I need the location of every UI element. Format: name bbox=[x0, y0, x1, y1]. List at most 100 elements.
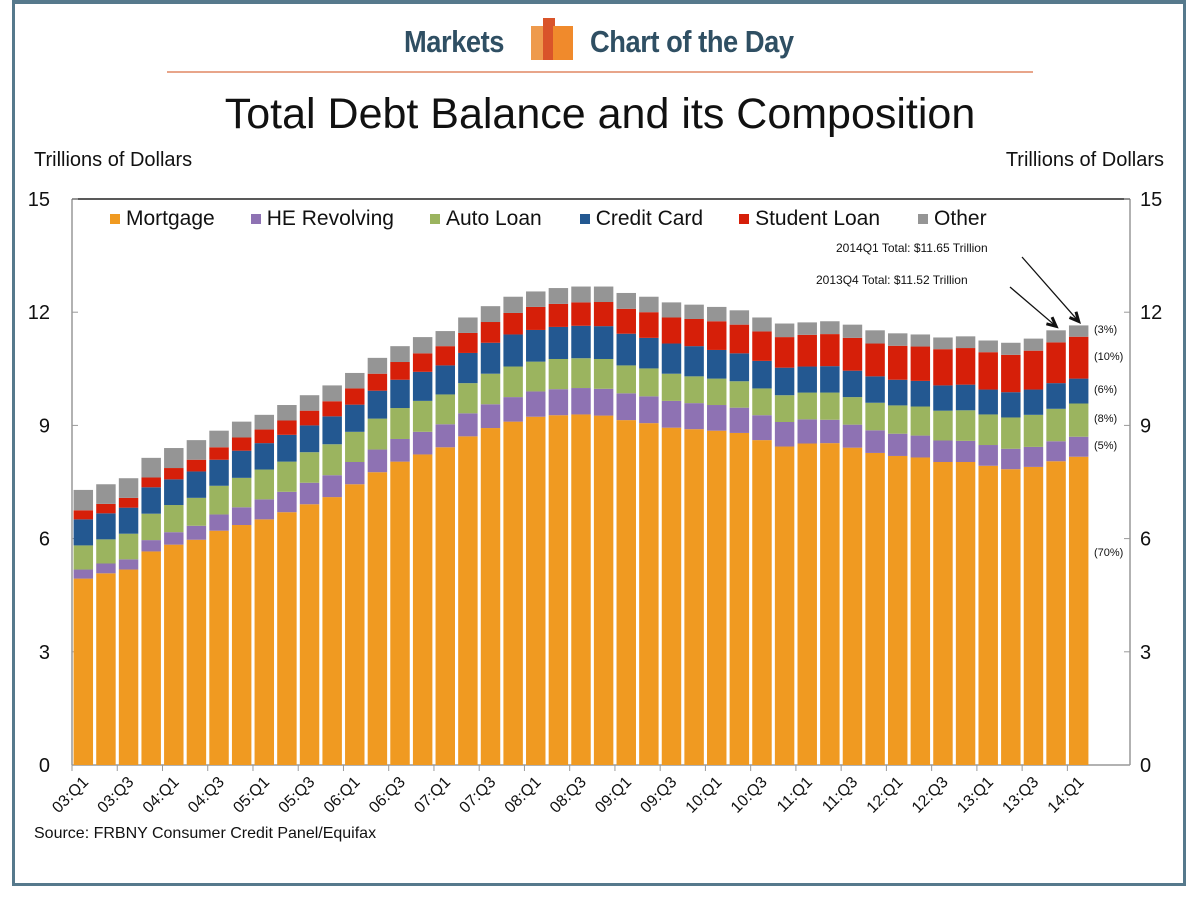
y-tick-label-right: 3 bbox=[1140, 642, 1151, 664]
bar-student-loan-04-q2 bbox=[186, 459, 207, 472]
bar-student-loan-07-q4 bbox=[503, 312, 523, 335]
bar-credit-card-05-q2 bbox=[277, 434, 297, 462]
bar-mortgage-10-q2 bbox=[729, 432, 750, 765]
y-tick-label-left: 6 bbox=[39, 529, 50, 551]
x-tick-label: 14:Q1 bbox=[1045, 774, 1088, 817]
bar-other-12-q4 bbox=[955, 336, 976, 349]
bar-credit-card-07-q4 bbox=[503, 334, 523, 367]
bar-he-revolving-12-q4 bbox=[955, 440, 976, 462]
bar-other-13-q3 bbox=[1023, 338, 1044, 351]
bar-he-revolving-12-q3 bbox=[933, 440, 953, 462]
legend-item-credit-card: Credit Card bbox=[579, 207, 703, 231]
x-tick-label: 09:Q3 bbox=[637, 774, 680, 817]
bar-other-05-q3 bbox=[299, 395, 320, 411]
bar-auto-loan-10-q3 bbox=[752, 388, 772, 416]
bar-auto-loan-12-q3 bbox=[933, 410, 953, 441]
legend-label: Auto Loan bbox=[445, 207, 542, 230]
bar-he-revolving-08-q4 bbox=[593, 388, 614, 416]
y-tick-label-left: 9 bbox=[39, 415, 50, 437]
bar-credit-card-04-q1 bbox=[164, 479, 184, 506]
bar-other-09-q1 bbox=[616, 292, 636, 309]
bar-credit-card-08-q1 bbox=[526, 329, 546, 362]
bar-other-08-q4 bbox=[593, 286, 614, 303]
bar-mortgage-05-q2 bbox=[277, 512, 297, 765]
bar-auto-loan-11-q2 bbox=[820, 392, 840, 420]
bar-student-loan-13-q4 bbox=[1046, 342, 1066, 384]
header-divider bbox=[167, 71, 1033, 73]
bar-he-revolving-11-q4 bbox=[865, 430, 885, 453]
bar-other-03-q1 bbox=[73, 489, 94, 511]
y-tick-label-right: 15 bbox=[1140, 189, 1162, 211]
bar-other-08-q2 bbox=[548, 288, 569, 304]
bar-he-revolving-07-q2 bbox=[458, 413, 478, 437]
bar-mortgage-12-q3 bbox=[933, 462, 953, 765]
x-tick-label: 13:Q3 bbox=[999, 774, 1042, 817]
bar-credit-card-05-q1 bbox=[254, 443, 275, 470]
bar-auto-loan-04-q1 bbox=[164, 505, 184, 533]
bar-student-loan-08-q2 bbox=[548, 303, 569, 327]
bar-auto-loan-04-q2 bbox=[186, 497, 207, 526]
bar-he-revolving-12-q1 bbox=[887, 433, 908, 456]
bar-auto-loan-13-q1 bbox=[978, 414, 998, 446]
bar-credit-card-04-q2 bbox=[186, 471, 207, 498]
bar-he-revolving-09-q4 bbox=[684, 403, 704, 430]
bar-auto-loan-08-q4 bbox=[593, 358, 614, 389]
bar-credit-card-12-q2 bbox=[910, 380, 931, 407]
bar-auto-loan-07-q2 bbox=[458, 383, 478, 414]
composition-label-mortgage: (70%) bbox=[1094, 546, 1124, 559]
bar-auto-loan-12-q2 bbox=[910, 406, 931, 436]
bar-auto-loan-10-q4 bbox=[774, 395, 795, 422]
y-axis-label-right: Trillions of Dollars bbox=[1005, 149, 1164, 171]
bar-he-revolving-10-q2 bbox=[729, 407, 750, 433]
bar-student-loan-06-q2 bbox=[367, 373, 388, 391]
bar-he-revolving-11-q2 bbox=[820, 419, 840, 444]
bar-credit-card-10-q2 bbox=[729, 353, 750, 382]
bar-mortgage-12-q4 bbox=[955, 462, 976, 765]
y-tick-label-right: 12 bbox=[1140, 302, 1162, 324]
bar-he-revolving-03-q3 bbox=[118, 559, 139, 570]
x-tick-label: 11:Q3 bbox=[819, 774, 861, 816]
bar-mortgage-12-q1 bbox=[887, 455, 908, 765]
bar-auto-loan-09-q2 bbox=[639, 368, 659, 397]
bar-he-revolving-11-q1 bbox=[797, 419, 817, 444]
bar-credit-card-12-q4 bbox=[955, 384, 976, 411]
bar-he-revolving-10-q3 bbox=[752, 415, 772, 441]
bar-mortgage-04-q3 bbox=[209, 530, 229, 765]
x-tick-label: 05:Q1 bbox=[230, 774, 273, 817]
bar-other-07-q1 bbox=[435, 331, 455, 347]
bar-auto-loan-07-q4 bbox=[503, 366, 523, 398]
bar-he-revolving-13-q1 bbox=[978, 445, 998, 466]
bar-other-08-q3 bbox=[571, 286, 591, 303]
bar-auto-loan-09-q1 bbox=[616, 365, 636, 394]
bar-student-loan-08-q1 bbox=[526, 306, 546, 330]
x-tick-label: 08:Q1 bbox=[502, 774, 545, 817]
bar-auto-loan-05-q3 bbox=[299, 452, 320, 483]
bar-other-06-q2 bbox=[367, 357, 388, 374]
bar-he-revolving-05-q4 bbox=[322, 475, 342, 498]
bar-student-loan-09-q3 bbox=[661, 317, 682, 344]
bar-other-04-q3 bbox=[209, 430, 229, 448]
bar-mortgage-11-q3 bbox=[842, 447, 863, 765]
bar-other-05-q4 bbox=[322, 385, 342, 402]
bar-auto-loan-11-q1 bbox=[797, 392, 817, 420]
bar-student-loan-11-q2 bbox=[820, 334, 840, 367]
bar-other-10-q1 bbox=[707, 306, 727, 322]
legend-item-student-loan: Student Loan bbox=[739, 207, 880, 231]
bar-mortgage-08-q3 bbox=[571, 414, 591, 765]
bar-other-13-q4 bbox=[1046, 330, 1066, 343]
legend-swatch bbox=[918, 214, 929, 224]
bar-he-revolving-03-q1 bbox=[73, 569, 94, 579]
legend-item-other: Other bbox=[918, 207, 987, 231]
bar-student-loan-10-q2 bbox=[729, 324, 750, 354]
bar-he-revolving-10-q4 bbox=[774, 422, 795, 447]
bar-other-12-q1 bbox=[887, 333, 908, 346]
bar-credit-card-13-q1 bbox=[978, 389, 998, 415]
y-tick-label-left: 3 bbox=[39, 642, 50, 664]
bar-auto-loan-07-q3 bbox=[480, 373, 501, 405]
bar-student-loan-13-q2 bbox=[1001, 354, 1021, 393]
bar-student-loan-04-q1 bbox=[164, 468, 184, 480]
bar-he-revolving-13-q2 bbox=[1001, 448, 1021, 470]
bar-other-09-q2 bbox=[639, 296, 659, 313]
bar-student-loan-03-q2 bbox=[96, 503, 116, 514]
x-tick-label: 06:Q3 bbox=[366, 774, 409, 817]
